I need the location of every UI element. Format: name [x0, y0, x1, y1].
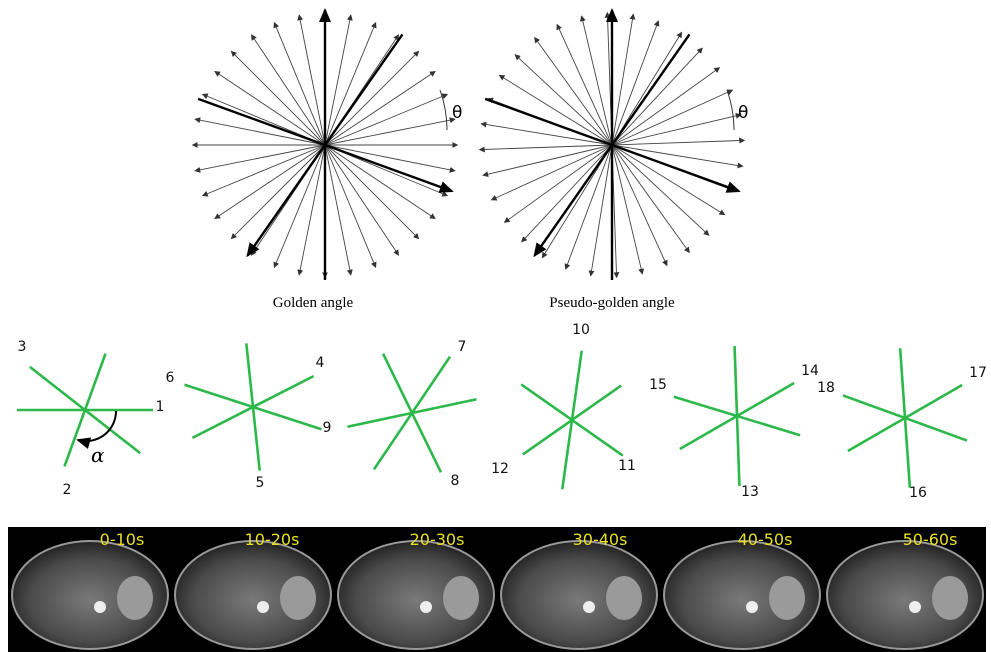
mri-organ	[606, 576, 642, 620]
spoke	[582, 16, 612, 145]
time-label: 0-10s	[100, 530, 145, 549]
spoke-number: 9	[323, 420, 332, 436]
mri-vessel	[420, 601, 432, 613]
spoke-number: 6	[166, 370, 175, 386]
bold-spoke	[325, 145, 452, 191]
spoke	[325, 51, 419, 145]
mri-organ	[769, 576, 805, 620]
spoke-number: 8	[451, 473, 460, 489]
theta-arc	[727, 90, 734, 130]
spoke	[612, 145, 642, 274]
spoke	[612, 140, 744, 145]
figure: Golden angle Pseudo-golden angle θ θ 123…	[0, 0, 991, 652]
mri-vessel	[746, 601, 758, 613]
mri-vessel	[909, 601, 921, 613]
spoke	[566, 145, 612, 269]
spoke-number: 3	[18, 339, 27, 355]
bold-spoke	[198, 99, 325, 145]
mri-organ	[117, 576, 153, 620]
mri-vessel	[583, 601, 595, 613]
mri-organ	[443, 576, 479, 620]
green-spoke	[374, 357, 450, 470]
time-label: 20-30s	[410, 530, 465, 549]
spoke-number: 2	[63, 482, 72, 498]
spoke	[505, 145, 612, 222]
spoke-number: 13	[741, 484, 759, 500]
bold-spoke	[535, 145, 612, 256]
mri-organ	[932, 576, 968, 620]
mri-organ	[280, 576, 316, 620]
spoke-number: 17	[969, 365, 987, 381]
theta-label: θ	[738, 103, 748, 123]
spoke-number: 4	[316, 355, 325, 371]
green-spoke	[848, 385, 962, 451]
spoke	[274, 23, 325, 145]
time-label: 40-50s	[738, 530, 793, 549]
spoke	[535, 38, 612, 145]
spoke	[612, 68, 719, 145]
time-label: 30-40s	[573, 530, 628, 549]
time-label: 10-20s	[245, 530, 300, 549]
radial-diagrams	[193, 10, 745, 280]
spoke	[325, 145, 376, 267]
spoke-number: 16	[909, 485, 927, 501]
spoke-number: 10	[572, 322, 590, 338]
spoke-number: 1	[156, 399, 165, 415]
spoke-number: 18	[817, 380, 835, 396]
mri-vessel	[257, 601, 269, 613]
spoke	[612, 21, 658, 145]
spoke-number: 7	[458, 339, 467, 355]
caption: Golden angle	[273, 295, 354, 311]
spoke	[325, 145, 419, 239]
spoke-number: 14	[801, 363, 819, 379]
bold-spoke	[612, 34, 689, 145]
theta-label: θ	[452, 103, 462, 123]
alpha-label: α	[91, 443, 105, 467]
spoke	[231, 51, 325, 145]
spoke-number: 5	[256, 475, 265, 491]
time-label: 50-60s	[903, 530, 958, 549]
caption: Pseudo-golden angle	[549, 295, 675, 311]
green-spoke	[192, 376, 313, 438]
spoke-number: 15	[649, 377, 667, 393]
spoke-number: 11	[618, 458, 636, 474]
spoke-number: 12	[491, 461, 509, 477]
spoke	[231, 145, 325, 239]
spoke	[612, 145, 689, 252]
spoke	[480, 145, 612, 150]
mri-vessel	[94, 601, 106, 613]
